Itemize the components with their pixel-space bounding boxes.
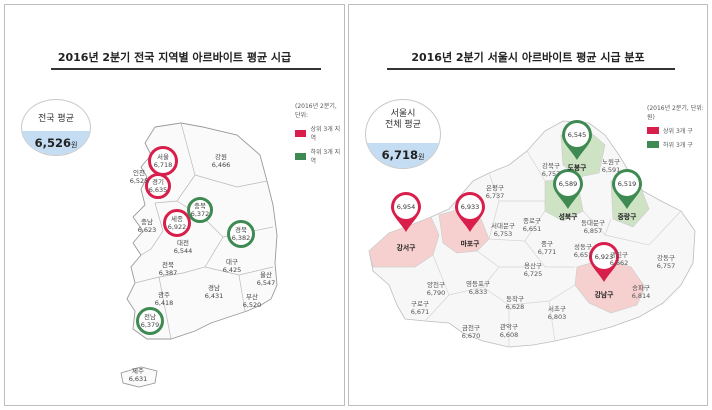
seoul-average-label-1: 서울시 (390, 109, 416, 119)
district-seongdong: 성동구 6,651 (573, 242, 593, 259)
region-seoul: 서울 6,718 (148, 146, 178, 176)
seoul-average-label-2: 전체 평균 (385, 120, 421, 131)
legend-bottom-swatch (647, 141, 659, 148)
legend-note: (2016년 2분기, 단위: 원) (647, 105, 704, 121)
korea-map-legend: (2016년 2분기, 단위: 상위 3개 지역 하위 3개 지역 (295, 101, 344, 165)
district-yongsan: 용산구 6,725 (523, 261, 543, 278)
district-mapo-name: 마포구 (460, 240, 480, 248)
pin-mapo: 6,933 (454, 191, 486, 233)
national-average-badge: 전국 평균 6,526원 (21, 99, 91, 156)
seoul-map-panel: 2016년 2분기 서울시 아르바이트 평균 시급 분포 서울시 (348, 4, 708, 406)
region-busan: 부산 6,520 (242, 292, 262, 309)
region-daejeon: 대전 6,544 (173, 238, 193, 255)
region-jeonbuk: 전북 6,387 (158, 260, 178, 277)
district-gwangjin: 광진구 6,662 (609, 250, 629, 267)
region-gyeongnam: 경남 6,431 (204, 283, 224, 300)
legend-top-label: 상위 3개 구 (663, 128, 693, 135)
korea-map-title: 2016년 2분기 전국 지역별 아르바이트 평균 시급 (57, 51, 292, 64)
district-gangseo-name: 강서구 (396, 244, 416, 252)
region-incheon: 인천 6,525 (129, 168, 149, 185)
title-rule (387, 68, 675, 70)
legend-bottom-label: 하위 3개 구 (663, 142, 693, 149)
district-yeongdeungpo: 영등포구 6,833 (466, 279, 490, 296)
district-dobong-name: 도봉구 (567, 164, 587, 172)
region-ulsan: 울산 6,547 (256, 270, 276, 287)
korea-map-outline (120, 122, 278, 388)
region-chungnam: 충남 6,623 (137, 217, 157, 234)
region-daegu: 대구 6,425 (222, 257, 242, 274)
legend-bottom-swatch (295, 152, 307, 160)
district-eunpyeong: 은평구 6,737 (485, 183, 505, 200)
pin-dobong: 6,545 (561, 119, 593, 161)
seoul-map-legend: (2016년 2분기, 단위: 원) 상위 3개 구 하위 3개 구 (647, 103, 707, 149)
region-gwangju: 광주 6,418 (154, 290, 174, 307)
region-gyeongbuk: 경북 6,382 (227, 220, 255, 248)
district-seocho: 서초구 6,803 (547, 304, 567, 321)
district-yangcheon: 양천구 6,790 (426, 280, 446, 297)
region-sejong: 세종 6,922 (163, 209, 191, 237)
district-jungnang-name: 중랑구 (617, 213, 637, 221)
district-dongdaemun: 동대문구 6,857 (581, 218, 605, 235)
region-jeju: 제주 6,631 (128, 366, 148, 383)
seoul-average-badge: 서울시 전체 평균 6,718원 (365, 99, 441, 169)
district-gangdong: 강동구 6,757 (656, 253, 676, 270)
district-dongjak: 동작구 6,628 (505, 294, 525, 311)
seoul-average-value: 6,718 (381, 148, 418, 162)
pin-gangnam: 6,923 (588, 241, 620, 283)
national-average-unit: 원 (70, 141, 78, 149)
district-gwanak: 관악구 6,608 (499, 322, 519, 339)
legend-top-swatch (647, 127, 659, 134)
district-songpa: 송파구 6,814 (631, 283, 651, 300)
district-seodaemun: 서대문구 6,753 (491, 221, 515, 238)
district-jongno: 종로구 6,651 (522, 216, 542, 233)
district-seongbuk-name: 성북구 (558, 213, 578, 221)
district-jung: 중구 6,771 (537, 239, 557, 256)
seoul-average-unit: 원 (417, 153, 425, 161)
region-gyeonggi: 경기 6,635 (145, 173, 171, 199)
district-gangnam-name: 강남구 (594, 291, 614, 299)
district-gangbuk: 강북구 6,757 (541, 161, 561, 178)
pin-jungnang: 6,519 (611, 168, 643, 210)
pin-seongbuk: 6,589 (552, 168, 584, 210)
seoul-map-title: 2016년 2분기 서울시 아르바이트 평균 시급 분포 (411, 51, 645, 64)
korea-map-panel: 2016년 2분기 전국 지역별 아르바이트 평균 시급 전국 평균 6,526… (4, 4, 345, 406)
district-geumcheon: 금천구 6,670 (461, 323, 481, 340)
national-average-value: 6,526 (34, 136, 71, 150)
pin-gangseo: 6,954 (390, 191, 422, 233)
district-nowon: 노원구 6,591 (601, 157, 621, 174)
national-average-label: 전국 평균 (38, 114, 74, 124)
legend-top-label: 상위 3개 지역 (310, 126, 341, 142)
district-guro: 구로구 6,671 (410, 299, 430, 316)
region-chungbuk: 충북 6,372 (187, 197, 213, 223)
title-rule (51, 68, 321, 70)
legend-top-swatch (295, 129, 307, 137)
legend-note: (2016년 2분기, 단위: (295, 103, 337, 119)
legend-bottom-label: 하위 3개 지역 (310, 149, 341, 165)
region-jeonnam: 전남 6,379 (136, 307, 164, 335)
region-gangwon: 강원 6,466 (211, 152, 231, 169)
